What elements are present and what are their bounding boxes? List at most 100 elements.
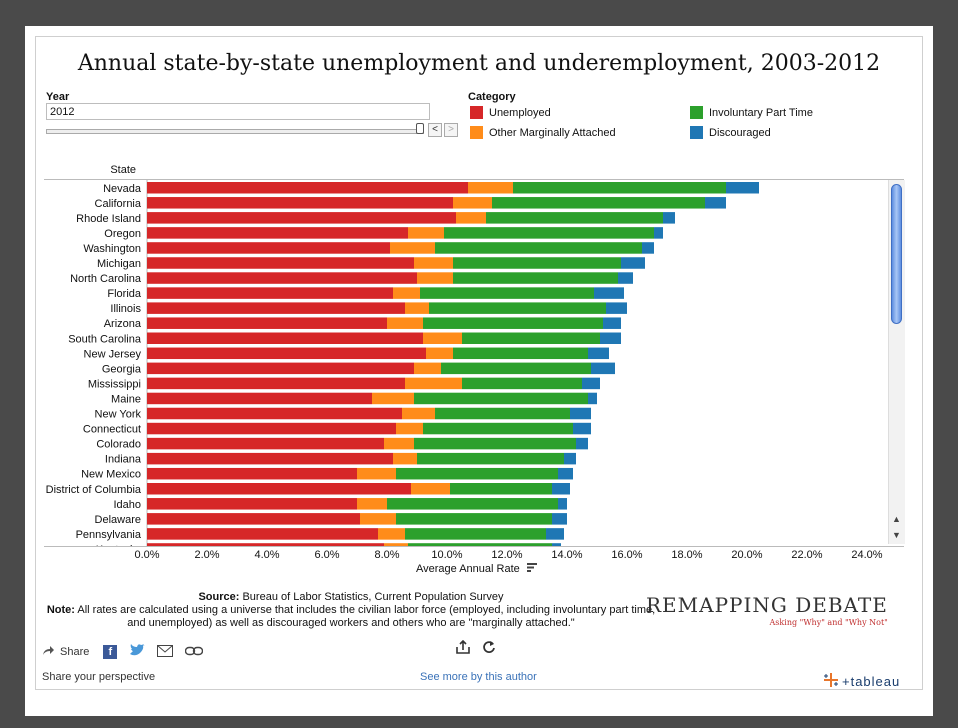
bar-segment[interactable] [414,257,453,269]
bar-segment[interactable] [147,317,387,329]
bar-segment[interactable] [570,407,591,420]
bar-segment[interactable] [147,182,468,194]
bar-segment[interactable] [618,272,633,284]
bar-row[interactable]: Rhode Island [76,212,675,225]
bar-segment[interactable] [453,272,618,284]
bar-segment[interactable] [564,452,576,465]
scroll-up-arrow[interactable]: ▲ [892,514,901,524]
bar-row[interactable]: Mississippi [88,377,600,391]
sort-icon[interactable] [526,563,537,575]
bar-segment[interactable] [357,498,387,510]
bar-row[interactable]: Washington [83,242,654,255]
bar-segment[interactable] [573,422,591,435]
bar-segment[interactable] [360,513,396,525]
bar-segment[interactable] [582,377,600,390]
bar-segment[interactable] [462,377,582,390]
bar-row[interactable]: Pennsylvania [76,528,564,541]
bar-segment[interactable] [600,332,621,345]
bar-segment[interactable] [147,407,402,420]
bar-segment[interactable] [387,498,558,510]
share-label[interactable]: Share [60,646,90,658]
bar-row[interactable]: New York [95,407,591,421]
bar-segment[interactable] [147,437,384,450]
bar-row[interactable]: Delaware [95,513,567,526]
bar-segment[interactable] [426,347,453,360]
year-filter-value[interactable]: 2012 [46,103,430,120]
bar-segment[interactable] [576,437,588,450]
bar-segment[interactable] [441,362,591,375]
bar-segment[interactable] [147,528,378,540]
bar-segment[interactable] [450,483,552,495]
bar-segment[interactable] [147,287,393,299]
bar-segment[interactable] [453,257,621,269]
bar-segment[interactable] [435,242,642,254]
bar-segment[interactable] [147,242,390,254]
bar-segment[interactable] [423,422,573,435]
bar-segment[interactable] [384,543,408,546]
bar-segment[interactable] [492,197,705,209]
bar-row[interactable]: Oregon [104,227,663,240]
year-prev-button[interactable]: < [428,123,442,137]
bar-segment[interactable] [147,467,357,480]
link-icon[interactable] [185,646,204,659]
year-slider-thumb[interactable] [416,123,424,134]
bar-segment[interactable] [606,302,627,314]
bar-row[interactable]: Connecticut [83,422,591,436]
bar-segment[interactable] [147,483,411,495]
bar-segment[interactable] [147,392,372,405]
bar-segment[interactable] [558,498,567,510]
bar-segment[interactable] [405,528,546,540]
scrollbar-thumb[interactable] [891,184,902,324]
bar-segment[interactable] [705,197,726,209]
bar-segment[interactable] [147,347,426,360]
bar-segment[interactable] [147,513,360,525]
bar-row[interactable]: Indiana [105,452,576,466]
bar-segment[interactable] [357,467,396,480]
bar-segment[interactable] [414,437,576,450]
bar-row[interactable]: Florida [107,287,624,300]
bar-segment[interactable] [147,212,456,224]
bar-segment[interactable] [147,422,396,435]
bar-segment[interactable] [423,332,462,345]
bar-segment[interactable] [453,197,492,209]
bar-row[interactable]: Kentucky [96,543,561,546]
year-slider-track[interactable] [46,129,424,134]
chart-scrollbar[interactable]: ▲ ▼ [888,180,905,544]
bar-segment[interactable] [393,287,420,299]
bar-segment[interactable] [147,452,393,465]
bar-segment[interactable] [621,257,645,269]
bar-segment[interactable] [513,182,726,194]
bar-row[interactable]: Georgia [102,362,615,376]
bar-segment[interactable] [147,257,414,269]
bar-segment[interactable] [468,182,513,194]
bar-segment[interactable] [408,543,552,546]
bar-segment[interactable] [384,437,414,450]
bar-segment[interactable] [417,272,453,284]
bar-row[interactable]: New Mexico [81,467,573,481]
scroll-down-arrow[interactable]: ▼ [892,530,901,540]
bar-segment[interactable] [408,227,444,239]
bar-segment[interactable] [396,422,423,435]
bar-row[interactable]: Colorado [96,437,588,451]
bar-segment[interactable] [378,528,405,540]
bar-segment[interactable] [594,287,624,299]
tableau-logo[interactable]: +tableau [823,672,900,691]
bar-segment[interactable] [726,182,759,194]
bar-segment[interactable] [456,212,486,224]
bar-segment[interactable] [486,212,663,224]
bar-segment[interactable] [147,362,414,375]
bar-segment[interactable] [462,332,600,345]
footer-share-perspective[interactable]: Share your perspective [42,671,156,683]
bar-segment[interactable] [552,483,570,495]
bar-segment[interactable] [396,467,558,480]
bar-segment[interactable] [147,302,405,314]
bar-segment[interactable] [147,543,384,546]
bar-segment[interactable] [414,392,588,405]
legend-item-unemployed[interactable]: Unemployed [470,106,551,119]
footer-see-more-link[interactable]: See more by this author [420,671,537,683]
bar-segment[interactable] [147,197,453,209]
bar-segment[interactable] [390,242,435,254]
bar-segment[interactable] [147,498,357,510]
share-arrow-icon[interactable] [42,645,54,659]
revert-icon[interactable] [482,640,496,657]
